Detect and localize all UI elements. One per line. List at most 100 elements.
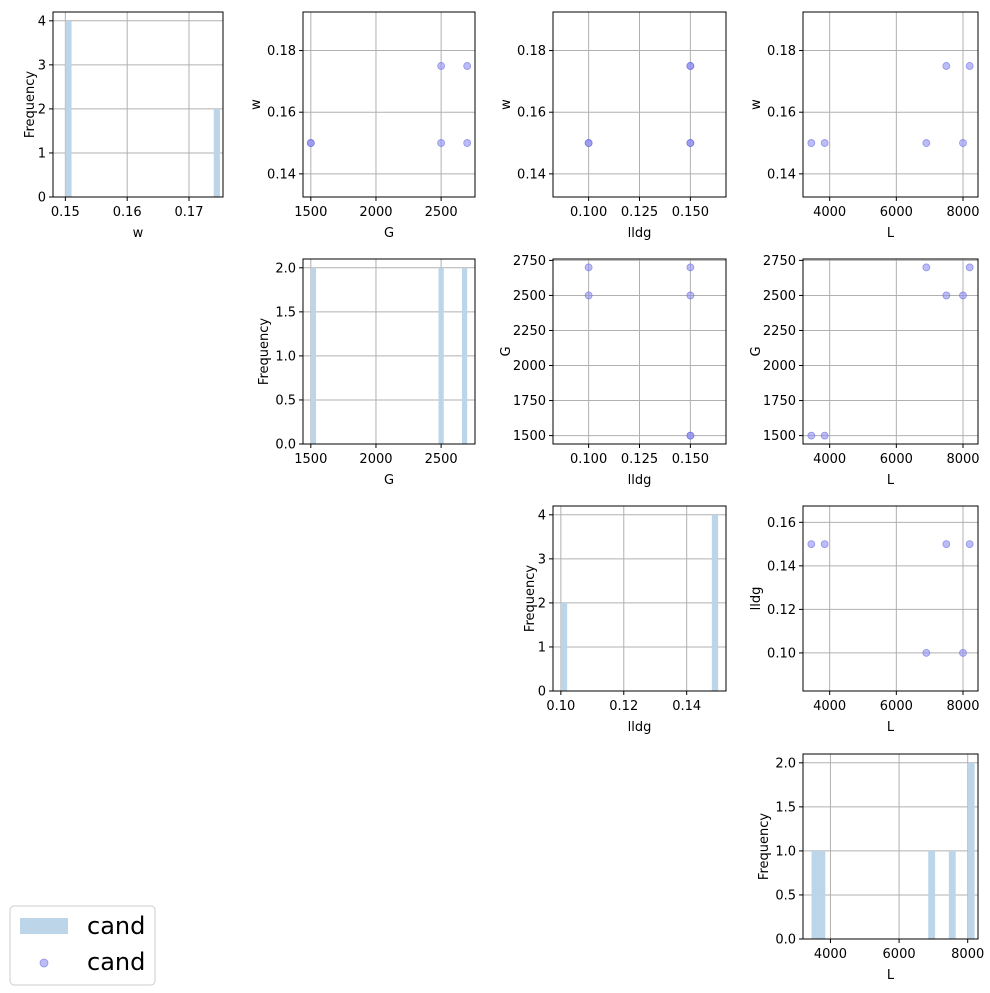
y-tick-label: 1750 — [763, 394, 796, 409]
y-axis-label: w — [249, 99, 264, 110]
y-tick-label: 0.12 — [767, 603, 796, 618]
x-tick-label: 8000 — [946, 452, 979, 467]
panel-hist-w: 0.15 0.16 0.17 0 1 2 3 4 w Frequency — [23, 11, 224, 241]
scatter-point — [959, 649, 967, 657]
x-tick-label: 6000 — [880, 205, 913, 220]
histogram-bar — [438, 267, 444, 444]
x-tick-label: 0.16 — [113, 205, 142, 220]
y-tick-label: 0 — [38, 191, 46, 206]
scatter-point — [922, 263, 931, 272]
legend-label-point: cand — [87, 948, 145, 976]
y-tick-label: 3 — [38, 58, 46, 73]
y-tick-label: 0.5 — [775, 888, 796, 903]
y-tick-label: 2500 — [763, 289, 796, 304]
scatter-point — [942, 62, 951, 70]
axes-frame — [552, 505, 727, 692]
y-tick-label: 2 — [38, 102, 46, 117]
histogram-bar — [967, 762, 975, 939]
y-tick-label: 0.5 — [275, 393, 296, 408]
axes-frame — [802, 258, 979, 445]
y-tick-label: 1.0 — [775, 844, 796, 859]
y-tick-label: 1 — [538, 640, 546, 655]
histogram-bar — [948, 850, 956, 939]
histogram-bar — [818, 850, 826, 939]
panel-scatter-G-w: 1500 2000 2500 0.14 0.16 0.18 Gw — [249, 11, 476, 241]
y-tick-label: 3 — [538, 552, 546, 567]
y-tick-label: 0 — [538, 685, 546, 700]
y-tick-label: 1.0 — [275, 349, 296, 364]
x-axis-label: L — [887, 226, 895, 241]
legend-label-bar: cand — [87, 912, 145, 940]
scatter-point — [922, 649, 931, 657]
scatter-point — [463, 139, 472, 147]
x-tick-label: 0.17 — [175, 205, 204, 220]
y-tick-label: 1.5 — [775, 800, 796, 815]
y-tick-label: 2250 — [763, 324, 796, 339]
y-tick-label: 4 — [38, 14, 46, 29]
panel-scatter-lldg-G: 0.100 0.125 0.150 1500 1750 2000 2250 2500 2750 l… — [499, 254, 727, 488]
histogram-bar — [711, 514, 719, 691]
x-axis-label: lldg — [628, 473, 652, 488]
x-tick-label: 0.14 — [672, 699, 701, 714]
scatter-point — [820, 431, 829, 440]
scatter-point — [463, 62, 472, 70]
y-tick-label: 1750 — [513, 394, 546, 409]
x-tick-label: 8000 — [946, 699, 979, 714]
scatter-point — [686, 431, 695, 440]
y-axis-label: Frequency — [523, 565, 538, 632]
panel-scatter-L-w: 4000 6000 8000 0.14 0.16 0.18 Lw — [749, 11, 980, 241]
scatter-point — [959, 291, 967, 300]
y-tick-label: 0.18 — [267, 44, 296, 59]
histogram-bar — [928, 850, 936, 939]
x-tick-label: 0.10 — [546, 699, 575, 714]
x-tick-label: 0.125 — [621, 205, 658, 220]
x-tick-label: 0.150 — [672, 205, 709, 220]
x-tick-label: 0.100 — [570, 205, 607, 220]
panel-scatter-lldg-w: 0.100 0.125 0.150 0.14 0.16 0.18 lldg w — [499, 11, 727, 241]
scatter-point — [820, 540, 829, 548]
y-tick-label: 2.0 — [275, 261, 296, 276]
y-axis-label: lldg — [749, 587, 764, 611]
x-tick-label: 0.150 — [672, 452, 709, 467]
x-axis-label: L — [887, 720, 895, 735]
x-tick-label: 4000 — [814, 947, 847, 962]
axes-frame — [302, 258, 476, 445]
legend: cand cand — [9, 905, 156, 986]
axes-frame — [802, 11, 979, 198]
scatter-point — [807, 540, 816, 548]
axes-frame — [52, 11, 224, 198]
histogram-bar — [65, 20, 72, 197]
legend-point-swatch — [39, 958, 49, 968]
y-tick-label: 2000 — [763, 359, 796, 374]
x-tick-label: 1500 — [294, 452, 327, 467]
x-tick-label: 8000 — [951, 947, 984, 962]
y-tick-label: 1.5 — [275, 305, 296, 320]
x-tick-label: 6000 — [880, 452, 913, 467]
scatter-point — [807, 139, 816, 147]
y-tick-label: 1 — [38, 146, 46, 161]
y-tick-label: 0.14 — [767, 559, 796, 574]
y-axis-label: Frequency — [23, 71, 38, 138]
y-tick-label: 2.0 — [775, 756, 796, 771]
y-tick-label: 0.10 — [767, 646, 796, 661]
scatter-point — [584, 291, 593, 300]
panel-hist-G: 1500 2000 2500 0.0 0.5 1.0 1.5 2.0 G Frequency — [257, 258, 476, 488]
y-tick-label: 1500 — [763, 429, 796, 444]
scatter-point — [686, 291, 695, 300]
scatter-point — [922, 139, 931, 147]
panel-hist-lldg: 0.10 0.12 0.14 0 1 2 3 4 lldg Frequency — [523, 505, 727, 735]
panel-hist-L: 4000 6000 8000 0.0 0.5 1.0 1.5 2.0 L Frequency — [757, 753, 984, 983]
scatter-point — [686, 139, 695, 147]
y-axis-label: w — [749, 99, 764, 110]
scatter-point — [965, 263, 974, 272]
x-tick-label: 0.100 — [570, 452, 607, 467]
histogram-bar — [461, 267, 468, 444]
scatter-point — [807, 431, 816, 440]
x-tick-label: 8000 — [946, 205, 979, 220]
y-tick-label: 0.14 — [517, 167, 546, 182]
y-tick-label: 0.18 — [517, 44, 546, 59]
scatter-point — [686, 62, 695, 70]
y-tick-label: 2750 — [513, 254, 546, 269]
